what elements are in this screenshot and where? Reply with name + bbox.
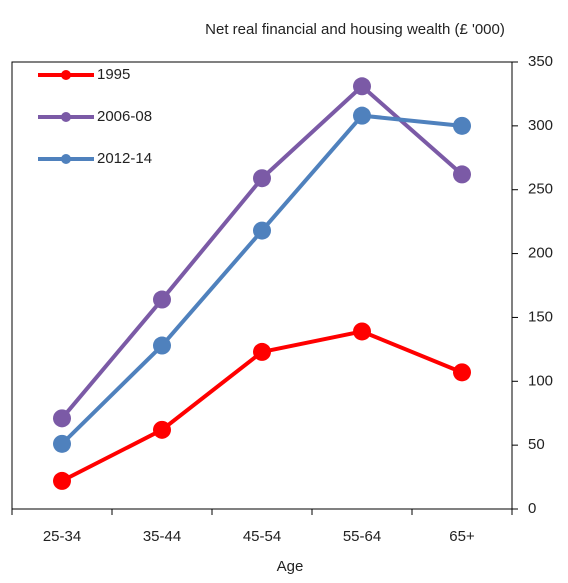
data-point xyxy=(253,342,271,361)
x-tick-label: 45-54 xyxy=(243,528,281,545)
legend-marker xyxy=(61,154,71,164)
y-tick-label: 100 xyxy=(528,372,553,389)
x-tick-label: 35-44 xyxy=(143,528,181,545)
x-axis-label: Age xyxy=(277,558,304,575)
data-point xyxy=(153,420,171,439)
legend-marker xyxy=(61,112,71,122)
y-tick-label: 350 xyxy=(528,53,553,70)
y-tick-label: 0 xyxy=(528,500,536,517)
x-tick-label: 55-64 xyxy=(343,528,381,545)
y-tick-label: 200 xyxy=(528,245,553,262)
legend-label: 1995 xyxy=(97,66,130,83)
plot-frame xyxy=(11,61,513,510)
data-point xyxy=(53,471,71,490)
data-point xyxy=(53,434,71,453)
x-tick-label: 65+ xyxy=(449,528,475,545)
data-point xyxy=(353,322,371,341)
data-point xyxy=(153,290,171,309)
y-tick-label: 250 xyxy=(528,181,553,198)
x-tick-label: 25-34 xyxy=(43,528,81,545)
data-point xyxy=(353,106,371,125)
y-tick-label: 150 xyxy=(528,308,553,325)
data-point xyxy=(453,165,471,184)
series-line xyxy=(60,84,464,420)
legend-label: 2012-14 xyxy=(97,150,152,167)
y-tick-label: 300 xyxy=(528,117,553,134)
data-point xyxy=(453,116,471,135)
data-point xyxy=(453,363,471,382)
y-tick-label: 50 xyxy=(528,436,545,453)
legend-label: 2006-08 xyxy=(97,108,152,125)
legend-marker xyxy=(61,70,71,80)
data-point xyxy=(253,221,271,240)
data-point xyxy=(353,77,371,96)
chart-title: Net real financial and housing wealth (£… xyxy=(205,21,505,38)
data-point xyxy=(253,169,271,188)
data-point xyxy=(53,409,71,428)
data-point xyxy=(153,336,171,355)
